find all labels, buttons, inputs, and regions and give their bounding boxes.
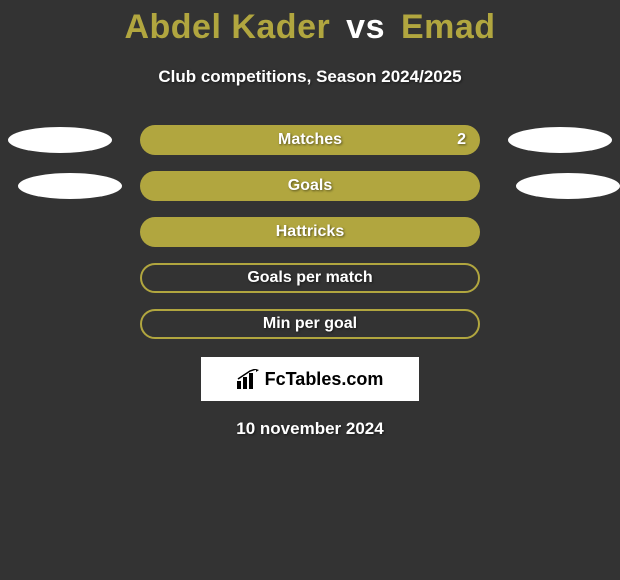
chart-icon (237, 369, 259, 389)
brand-text: FcTables.com (265, 369, 384, 390)
stat-label: Hattricks (276, 223, 344, 241)
brand-logo[interactable]: FcTables.com (201, 357, 419, 401)
left-pill-icon (18, 173, 122, 199)
stat-row-min-per-goal: Min per goal (0, 309, 620, 339)
stat-bar: Matches 2 (140, 125, 480, 155)
stat-bar: Min per goal (140, 309, 480, 339)
stat-row-goals: Goals (0, 171, 620, 201)
stat-label: Goals per match (247, 269, 372, 287)
stat-bar: Goals per match (140, 263, 480, 293)
stat-label: Matches (278, 131, 342, 149)
stats-rows: Matches 2 Goals Hattricks Goals per matc… (0, 125, 620, 339)
player2-name: Emad (401, 8, 496, 46)
stat-value: 2 (457, 131, 466, 149)
stat-bar: Goals (140, 171, 480, 201)
stat-row-hattricks: Hattricks (0, 217, 620, 247)
page-title: Abdel Kader vs Emad (0, 0, 620, 47)
right-pill-icon (508, 127, 612, 153)
player1-name: Abdel Kader (124, 8, 330, 46)
stat-label: Min per goal (263, 315, 357, 333)
subtitle: Club competitions, Season 2024/2025 (0, 67, 620, 87)
stat-bar: Hattricks (140, 217, 480, 247)
stat-row-goals-per-match: Goals per match (0, 263, 620, 293)
vs-text: vs (346, 8, 385, 46)
right-pill-icon (516, 173, 620, 199)
left-pill-icon (8, 127, 112, 153)
date-text: 10 november 2024 (0, 419, 620, 439)
stat-label: Goals (288, 177, 332, 195)
stat-row-matches: Matches 2 (0, 125, 620, 155)
